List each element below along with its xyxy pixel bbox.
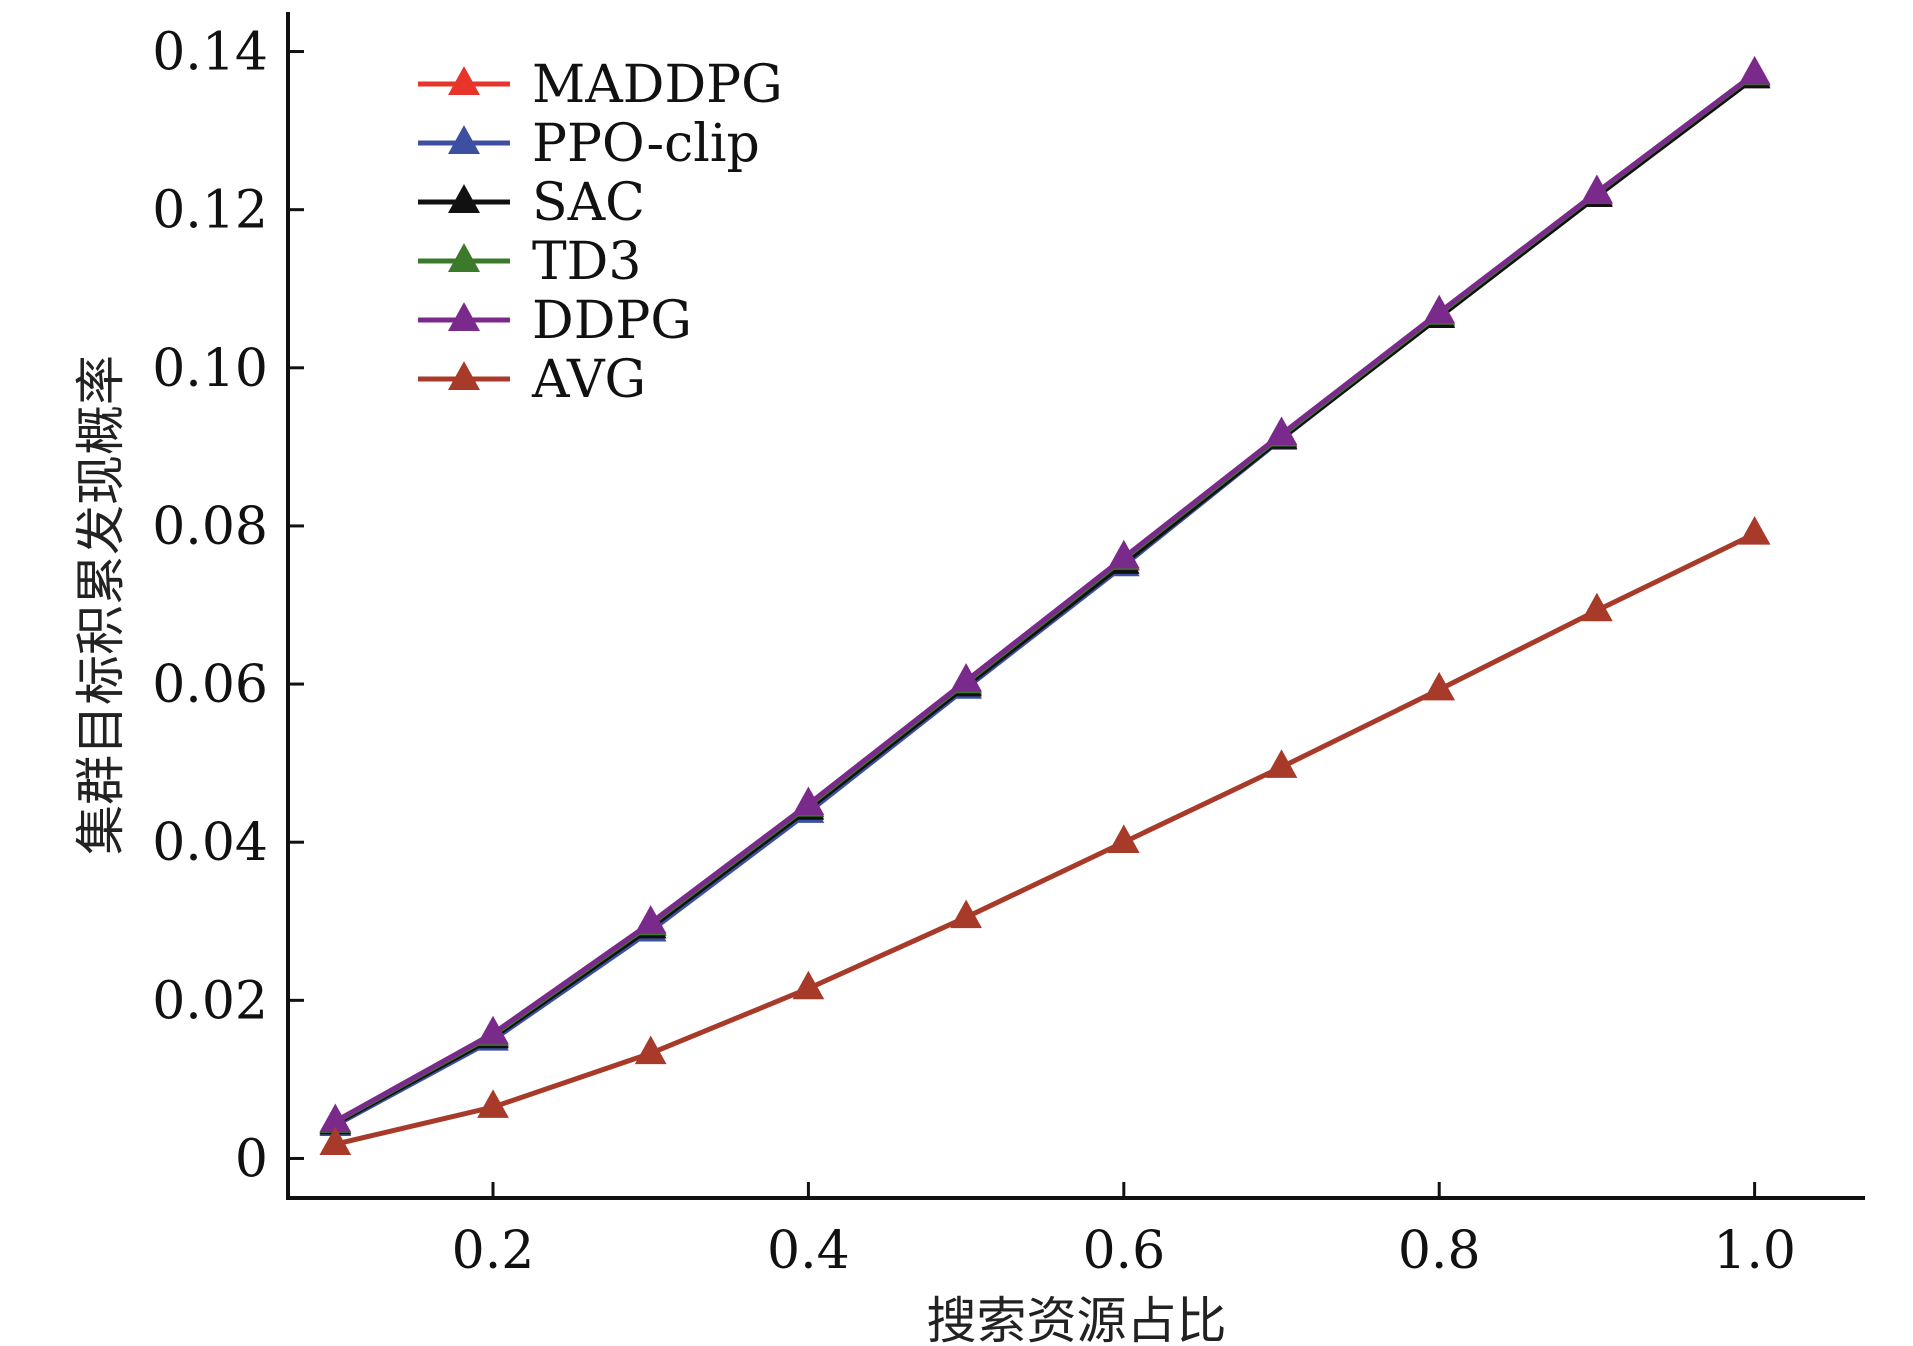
x-axis-ticks: 0.2 0.4 0.6 0.8 1.0: [452, 1182, 1796, 1281]
y-tick-label: 0.02: [152, 971, 268, 1031]
data-point-marker: [319, 1126, 352, 1155]
data-point-marker: [1107, 824, 1140, 853]
y-tick-label: 0.14: [152, 23, 268, 83]
x-tick-label: 0.2: [452, 1221, 535, 1281]
y-tick-label: 0.04: [152, 813, 268, 873]
x-axis-title: 搜索资源占比: [927, 1292, 1227, 1346]
legend-swatch-marker: [448, 125, 480, 154]
series-layer: [319, 55, 1771, 1155]
data-point-marker: [1265, 749, 1298, 778]
legend-swatch-marker: [448, 243, 480, 272]
legend-label: DDPG: [532, 291, 692, 351]
legend-item: SAC: [418, 173, 645, 233]
data-point-marker: [1107, 539, 1140, 569]
legend-item: DDPG: [418, 291, 692, 351]
data-point-marker: [1738, 516, 1771, 545]
data-point-marker: [792, 786, 825, 816]
y-tick-label: 0.12: [152, 181, 268, 241]
y-tick-label: 0: [235, 1129, 268, 1189]
legend-swatch-marker: [448, 184, 480, 213]
data-point-marker: [1581, 592, 1613, 622]
y-tick-label: 0.10: [152, 339, 268, 399]
series-avg: [319, 516, 1771, 1155]
legend-swatch-marker: [448, 66, 480, 95]
series-line: [334, 531, 1756, 1147]
x-tick-label: 1.0: [1713, 1221, 1796, 1281]
legend-label: TD3: [532, 232, 641, 292]
series-line: [334, 71, 1757, 1124]
x-tick-label: 0.4: [767, 1221, 850, 1281]
legend-label: MADDPG: [532, 55, 783, 115]
y-tick-label: 0.06: [152, 655, 268, 715]
legend-swatch-marker: [448, 302, 480, 331]
data-point-marker: [1423, 294, 1456, 324]
x-tick-label: 0.8: [1398, 1221, 1481, 1281]
data-point-marker: [1581, 174, 1613, 204]
x-tick-label: 0.6: [1082, 1221, 1165, 1281]
y-tick-label: 0.08: [152, 497, 268, 557]
data-point-marker: [477, 1089, 509, 1118]
legend-item: TD3: [418, 232, 641, 292]
y-axis-ticks: 0 0.02 0.04 0.06 0.08 0.10 0.12 0.14: [152, 23, 304, 1189]
data-point-marker: [634, 905, 667, 934]
data-point-marker: [477, 1015, 509, 1045]
legend-label: SAC: [532, 173, 645, 233]
data-point-marker: [1265, 416, 1298, 445]
legend-item: MADDPG: [418, 55, 783, 115]
legend-swatch-marker: [448, 361, 480, 390]
legend-label: AVG: [531, 350, 646, 410]
legend-label: PPO-clip: [532, 114, 760, 174]
series-ddpg: [319, 55, 1771, 1133]
data-point-marker: [950, 899, 982, 929]
legend-item: AVG: [418, 350, 646, 410]
legend-item: PPO-clip: [418, 114, 760, 174]
data-point-marker: [634, 1035, 667, 1065]
y-axis-title: 集群目标积累发现概率: [72, 355, 130, 855]
data-point-marker: [950, 663, 982, 692]
data-point-marker: [1423, 671, 1456, 701]
data-point-marker: [792, 970, 825, 1000]
data-point-marker: [1738, 55, 1771, 85]
